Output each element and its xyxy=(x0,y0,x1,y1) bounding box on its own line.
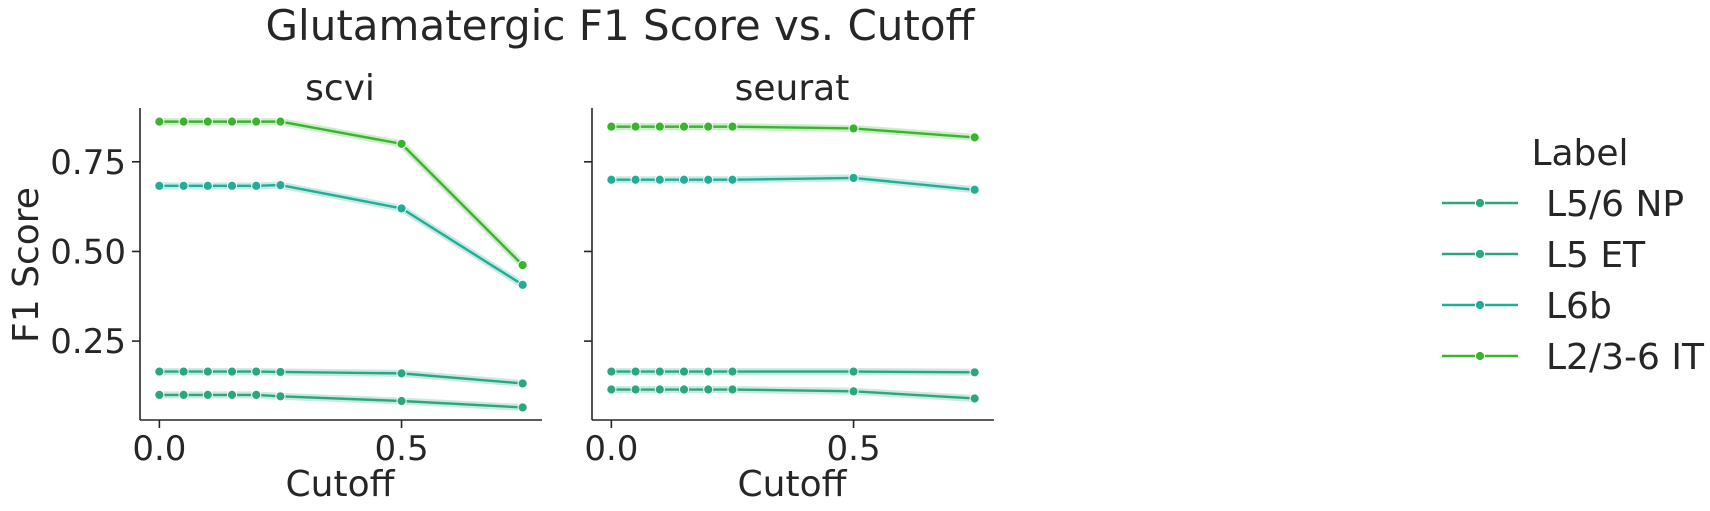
series-line-seurat-l5-et xyxy=(611,370,975,374)
panel-title-scvi: scvi xyxy=(305,68,375,109)
ci-band-scvi-l6b xyxy=(159,181,525,288)
point-scvi-l5-6-np-4 xyxy=(251,389,262,400)
y-tick-label-2: 0.75 xyxy=(50,143,126,183)
point-scvi-l2-3-6-it-5 xyxy=(275,116,286,127)
legend-marker-l2-3-6-it xyxy=(1474,350,1486,362)
legend-label-l5-et: L5 ET xyxy=(1546,235,1646,276)
point-scvi-l5-et-4 xyxy=(251,366,262,377)
point-seurat-l2-3-6-it-0 xyxy=(606,121,617,132)
legend-marker-l6b xyxy=(1474,299,1486,311)
y-tick-label-1: 0.50 xyxy=(50,232,126,272)
point-seurat-l2-3-6-it-4 xyxy=(703,121,714,132)
point-scvi-l5-et-7 xyxy=(517,378,528,389)
point-scvi-l2-3-6-it-4 xyxy=(251,116,262,127)
point-seurat-l5-6-np-2 xyxy=(654,384,665,395)
point-seurat-l5-et-7 xyxy=(969,367,980,378)
point-scvi-l2-3-6-it-0 xyxy=(154,116,165,127)
point-scvi-l6b-2 xyxy=(202,180,213,191)
point-seurat-l5-et-3 xyxy=(678,366,690,377)
point-scvi-l5-et-5 xyxy=(275,366,286,378)
point-scvi-l2-3-6-it-3 xyxy=(226,116,238,127)
legend-marker-l5-et xyxy=(1474,248,1486,260)
point-seurat-l5-et-6 xyxy=(848,366,859,377)
point-seurat-l2-3-6-it-7 xyxy=(969,132,980,143)
legend-title: Label xyxy=(1531,133,1628,174)
point-seurat-l5-6-np-4 xyxy=(703,384,714,395)
x-axis-label-scvi: Cutoff xyxy=(286,464,396,505)
point-scvi-l6b-6 xyxy=(396,203,407,214)
point-seurat-l6b-2 xyxy=(654,174,665,185)
legend-label-l6b: L6b xyxy=(1546,286,1612,327)
point-seurat-l6b-6 xyxy=(848,172,859,184)
point-scvi-l5-6-np-6 xyxy=(396,395,407,407)
point-seurat-l5-6-np-7 xyxy=(969,393,980,404)
point-scvi-l5-6-np-7 xyxy=(517,402,528,413)
x-tick-label-seurat-1: 0.5 xyxy=(827,429,881,469)
point-scvi-l2-3-6-it-2 xyxy=(202,116,213,127)
point-scvi-l2-3-6-it-1 xyxy=(178,116,189,127)
point-seurat-l5-6-np-0 xyxy=(606,384,617,395)
y-axis-label: F1 Score xyxy=(6,187,47,343)
point-scvi-l5-et-2 xyxy=(202,366,213,377)
point-scvi-l5-et-1 xyxy=(178,366,189,377)
point-scvi-l6b-7 xyxy=(517,279,528,290)
point-scvi-l2-3-6-it-6 xyxy=(396,138,407,149)
legend-marker-l5-6-np xyxy=(1474,197,1486,209)
point-seurat-l5-6-np-3 xyxy=(678,384,690,395)
legend: Label L5/6 NP L5 ET L6b L2/3-6 IT xyxy=(1442,133,1705,378)
point-seurat-l5-et-2 xyxy=(654,366,665,377)
point-seurat-l5-et-4 xyxy=(703,366,714,377)
point-scvi-l5-et-6 xyxy=(396,368,407,379)
point-seurat-l6b-1 xyxy=(630,174,641,185)
point-scvi-l5-et-0 xyxy=(154,366,165,377)
point-scvi-l5-6-np-5 xyxy=(275,391,286,402)
point-scvi-l6b-5 xyxy=(275,180,286,191)
point-seurat-l6b-7 xyxy=(969,184,980,195)
point-seurat-l5-et-0 xyxy=(606,366,617,377)
point-seurat-l5-et-5 xyxy=(727,366,738,377)
point-seurat-l2-3-6-it-1 xyxy=(630,121,641,132)
point-seurat-l6b-3 xyxy=(678,174,690,185)
point-scvi-l6b-1 xyxy=(178,180,189,191)
point-scvi-l5-6-np-3 xyxy=(226,389,238,400)
point-scvi-l6b-0 xyxy=(154,180,165,191)
point-scvi-l5-et-3 xyxy=(226,366,238,377)
x-axis-label-seurat: Cutoff xyxy=(738,464,848,505)
point-seurat-l5-6-np-5 xyxy=(727,384,738,395)
point-scvi-l5-6-np-0 xyxy=(154,389,165,400)
panel-scvi: scvi Cutoff 0.25 0.50 0.75 0.0 0.5 xyxy=(50,68,542,505)
x-tick-label-seurat-0: 0.0 xyxy=(584,429,638,469)
y-tick-label-0: 0.25 xyxy=(50,322,126,362)
point-seurat-l6b-0 xyxy=(606,174,617,185)
point-seurat-l5-6-np-6 xyxy=(848,386,859,397)
chart-title: Glutamatergic F1 Score vs. Cutoff xyxy=(266,1,976,50)
point-scvi-l6b-3 xyxy=(226,180,238,191)
series-line-seurat-l6b xyxy=(611,176,975,191)
x-tick-label-scvi-0: 0.0 xyxy=(132,429,186,469)
legend-label-l2-3-6-it: L2/3-6 IT xyxy=(1546,337,1705,378)
point-scvi-l5-6-np-2 xyxy=(202,389,213,400)
point-scvi-l5-6-np-1 xyxy=(178,389,189,400)
legend-label-l5-6-np: L5/6 NP xyxy=(1546,184,1684,225)
point-seurat-l2-3-6-it-5 xyxy=(727,121,738,132)
point-seurat-l2-3-6-it-2 xyxy=(654,121,665,132)
point-scvi-l6b-4 xyxy=(251,180,262,191)
panel-seurat: seurat Cutoff 0.0 0.5 xyxy=(584,68,994,505)
x-tick-label-scvi-1: 0.5 xyxy=(375,429,429,469)
point-seurat-l5-6-np-1 xyxy=(630,384,641,395)
point-scvi-l2-3-6-it-7 xyxy=(517,259,528,271)
panel-title-seurat: seurat xyxy=(735,68,850,109)
point-seurat-l2-3-6-it-6 xyxy=(848,123,859,134)
point-seurat-l2-3-6-it-3 xyxy=(678,121,690,132)
point-seurat-l6b-4 xyxy=(703,174,714,185)
point-seurat-l6b-5 xyxy=(727,174,738,185)
point-seurat-l5-et-1 xyxy=(630,366,641,377)
